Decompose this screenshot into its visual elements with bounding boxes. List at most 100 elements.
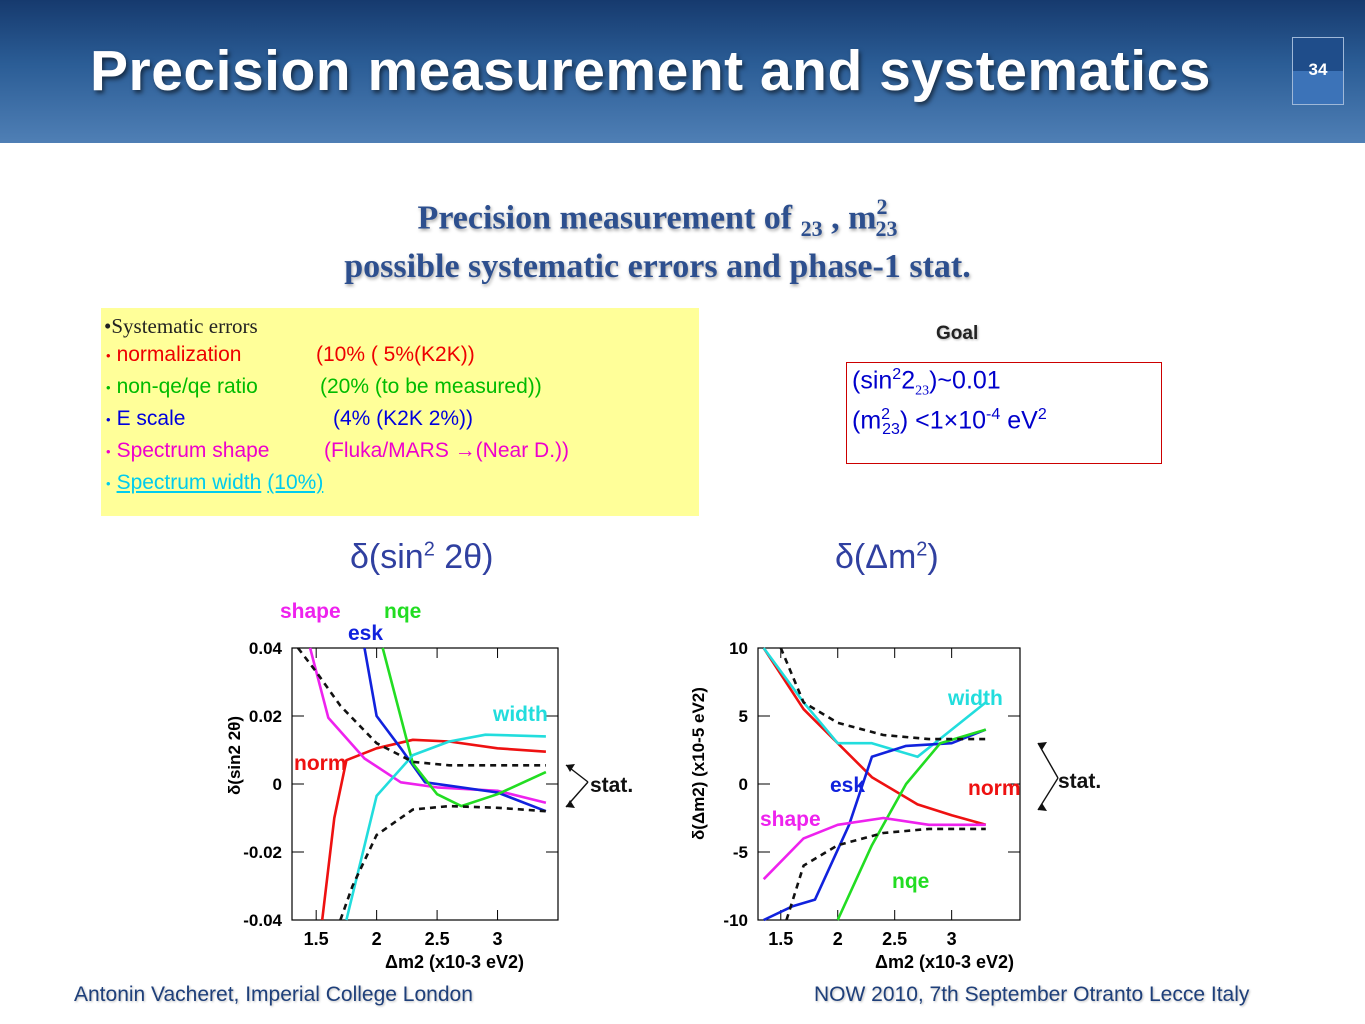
x-tick-label: 3 <box>947 929 957 949</box>
series-line-norm <box>762 647 987 827</box>
series-label-stat: stat. <box>590 774 633 797</box>
slide-title: Precision measurement and systematics <box>90 39 1212 103</box>
x-axis-label: Δm2 (x10-3 eV2) <box>385 952 524 972</box>
x-tick-label: 2.5 <box>882 929 907 949</box>
y-axis-label: δ(Δm2) (x10-5 eV2) <box>689 687 708 840</box>
chart-title-text: ) <box>927 538 939 576</box>
y-axis-label: δ(sin2 2θ) <box>225 716 244 795</box>
arrow-head-icon <box>1038 742 1047 750</box>
series-line-shape <box>762 816 986 881</box>
goal-sub: 23 <box>915 383 930 399</box>
series-line-stat-upper <box>779 647 986 741</box>
footer-left: Antonin Vacheret, Imperial College Londo… <box>74 983 473 1006</box>
chart-title-sup: 2 <box>423 538 435 561</box>
subscript-23: 23 <box>800 216 823 242</box>
bullet-icon: • <box>106 443 111 459</box>
goal-label: Goal <box>936 323 979 344</box>
x-tick-label: 1.5 <box>768 929 793 949</box>
systematic-label: E scale <box>116 407 186 430</box>
goal-sup: 2 <box>1037 406 1047 423</box>
systematic-label: non-qe/qe ratio <box>116 375 258 398</box>
y-tick-label: -5 <box>733 843 748 862</box>
series-label-width: width <box>947 687 1003 710</box>
goal-text: eV <box>1000 406 1038 435</box>
title-bar <box>0 0 1365 143</box>
left-chart-title: δ(sin2 2θ) <box>350 538 493 577</box>
subtitle-m: m <box>848 199 877 237</box>
arrow-head-icon <box>566 800 575 808</box>
subtitle-line-2: possible systematic errors and phase-1 s… <box>344 248 971 285</box>
chart-title-text: δ(sin <box>350 538 424 576</box>
series-label-norm: norm <box>968 777 1021 800</box>
series-line-esk <box>363 647 547 813</box>
y-tick-label: 5 <box>739 707 748 726</box>
systematic-detail: (10%) <box>267 471 324 494</box>
x-tick-label: 2.5 <box>425 929 450 949</box>
subscript-23-b: 23 <box>875 216 898 242</box>
y-tick-label: 0 <box>273 775 282 794</box>
subtitle-separator: , <box>822 199 849 237</box>
systematics-header: •Systematic errors <box>104 314 258 338</box>
systematic-label[interactable]: Spectrum width <box>116 471 262 494</box>
y-tick-label: 0.04 <box>249 639 283 658</box>
x-tick-label: 1.5 <box>304 929 329 949</box>
x-tick-label: 2 <box>833 929 843 949</box>
chart-title-sup: 2 <box>916 538 928 561</box>
systematic-label: Spectrum shape <box>116 439 270 462</box>
goal-sup: -4 <box>986 406 1001 423</box>
systematic-detail: (4% (K2K 2%)) <box>333 407 474 430</box>
chart-title-text: δ(Δm <box>835 538 917 576</box>
systematic-detail: (20% (to be measured)) <box>320 375 542 398</box>
goal-sup: 2 <box>881 406 891 423</box>
series-line-stat-upper <box>296 647 546 767</box>
series-line-width <box>345 733 546 921</box>
superscript-2: 2 <box>876 194 888 219</box>
x-axis-label: Δm2 (x10-3 eV2) <box>875 952 1014 972</box>
goal-sub: 23 <box>882 421 900 439</box>
series-label-esk: esk <box>830 774 865 797</box>
systematic-item: • Spectrum width (10%) <box>106 471 323 495</box>
systematic-item: • E scale (4% (K2K 2%)) <box>106 407 473 431</box>
goal-text: ( <box>852 406 861 435</box>
goal-text: m <box>860 406 882 435</box>
series-line-nqe <box>381 647 547 808</box>
goal-text: ) <1×10 <box>899 406 987 435</box>
chart-title-text: 2θ) <box>434 538 494 576</box>
systematic-item: • Spectrum shape (Fluka/MARS →(Near D.)) <box>106 439 569 463</box>
series-line-stat-lower <box>785 827 986 921</box>
series-label-width: width <box>492 703 548 726</box>
systematic-item: • non-qe/qe ratio (20% (to be measured)) <box>106 375 542 399</box>
y-tick-label: -0.02 <box>243 843 282 862</box>
systematic-detail: (Fluka/MARS →(Near D.)) <box>324 439 570 462</box>
bullet-icon: • <box>106 379 111 395</box>
goal-line-2: (m223) <1×10-4 eV2 <box>852 406 1047 439</box>
arrow-head-icon <box>566 764 575 772</box>
systematic-detail: (10% ( 5%(K2K)) <box>316 343 475 366</box>
goal-sup: 2 <box>892 366 902 383</box>
systematic-label: normalization <box>116 343 242 366</box>
subtitle-line-1: Precision measurement of 23 , m223 <box>0 194 1315 242</box>
series-label-nqe: nqe <box>384 600 421 623</box>
series-line-norm <box>320 738 546 921</box>
y-tick-label: 10 <box>729 639 748 658</box>
goal-text: )~0.01 <box>929 366 1001 395</box>
series-line-shape <box>308 647 547 804</box>
series-line-esk <box>763 728 987 922</box>
series-label-shape: shape <box>280 600 341 623</box>
arrow-head-icon <box>1038 803 1047 811</box>
slide-number: 34 <box>1292 37 1344 105</box>
chart-dm2: 1.5 2 2.5 3 -10 -5 0 5 10 width esk norm shape nqe sta… <box>689 639 1101 972</box>
bullet-icon: • <box>106 411 111 427</box>
systematic-item: • normalization (10% ( 5%(K2K)) <box>106 343 475 367</box>
y-tick-label: -0.04 <box>243 911 282 930</box>
goal-text: (sin <box>852 366 893 395</box>
y-tick-label: 0 <box>739 775 748 794</box>
series-line-nqe <box>836 728 987 921</box>
x-tick-label: 2 <box>372 929 382 949</box>
series-label-stat: stat. <box>1058 770 1101 793</box>
plot-frame <box>291 647 559 921</box>
bullet-icon: • <box>106 347 111 363</box>
series-label-esk: esk <box>348 622 383 645</box>
subtitle-text: Precision measurement of <box>417 199 801 237</box>
